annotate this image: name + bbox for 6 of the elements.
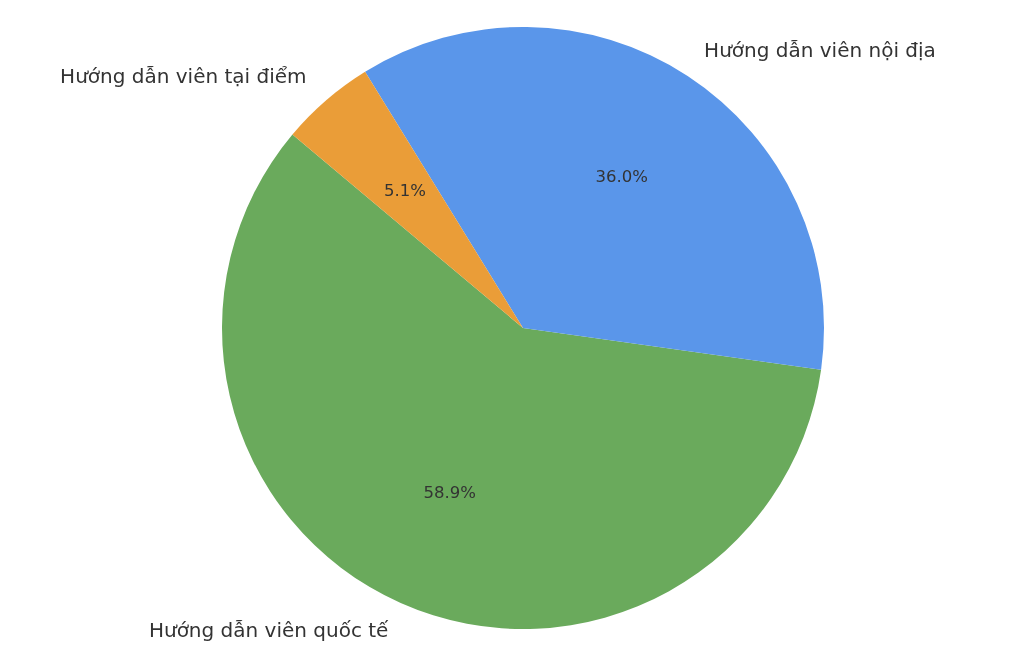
data-label: 36.0% bbox=[595, 166, 648, 186]
data-label: 58.9% bbox=[423, 483, 476, 503]
slice-label: Hướng dẫn viên nội địa bbox=[704, 37, 936, 62]
data-label: 5.1% bbox=[383, 181, 426, 201]
slice-label: Hướng dẫn viên tại điểm bbox=[60, 64, 307, 89]
slice-label: Hướng dẫn viên quốc tế bbox=[148, 617, 390, 642]
